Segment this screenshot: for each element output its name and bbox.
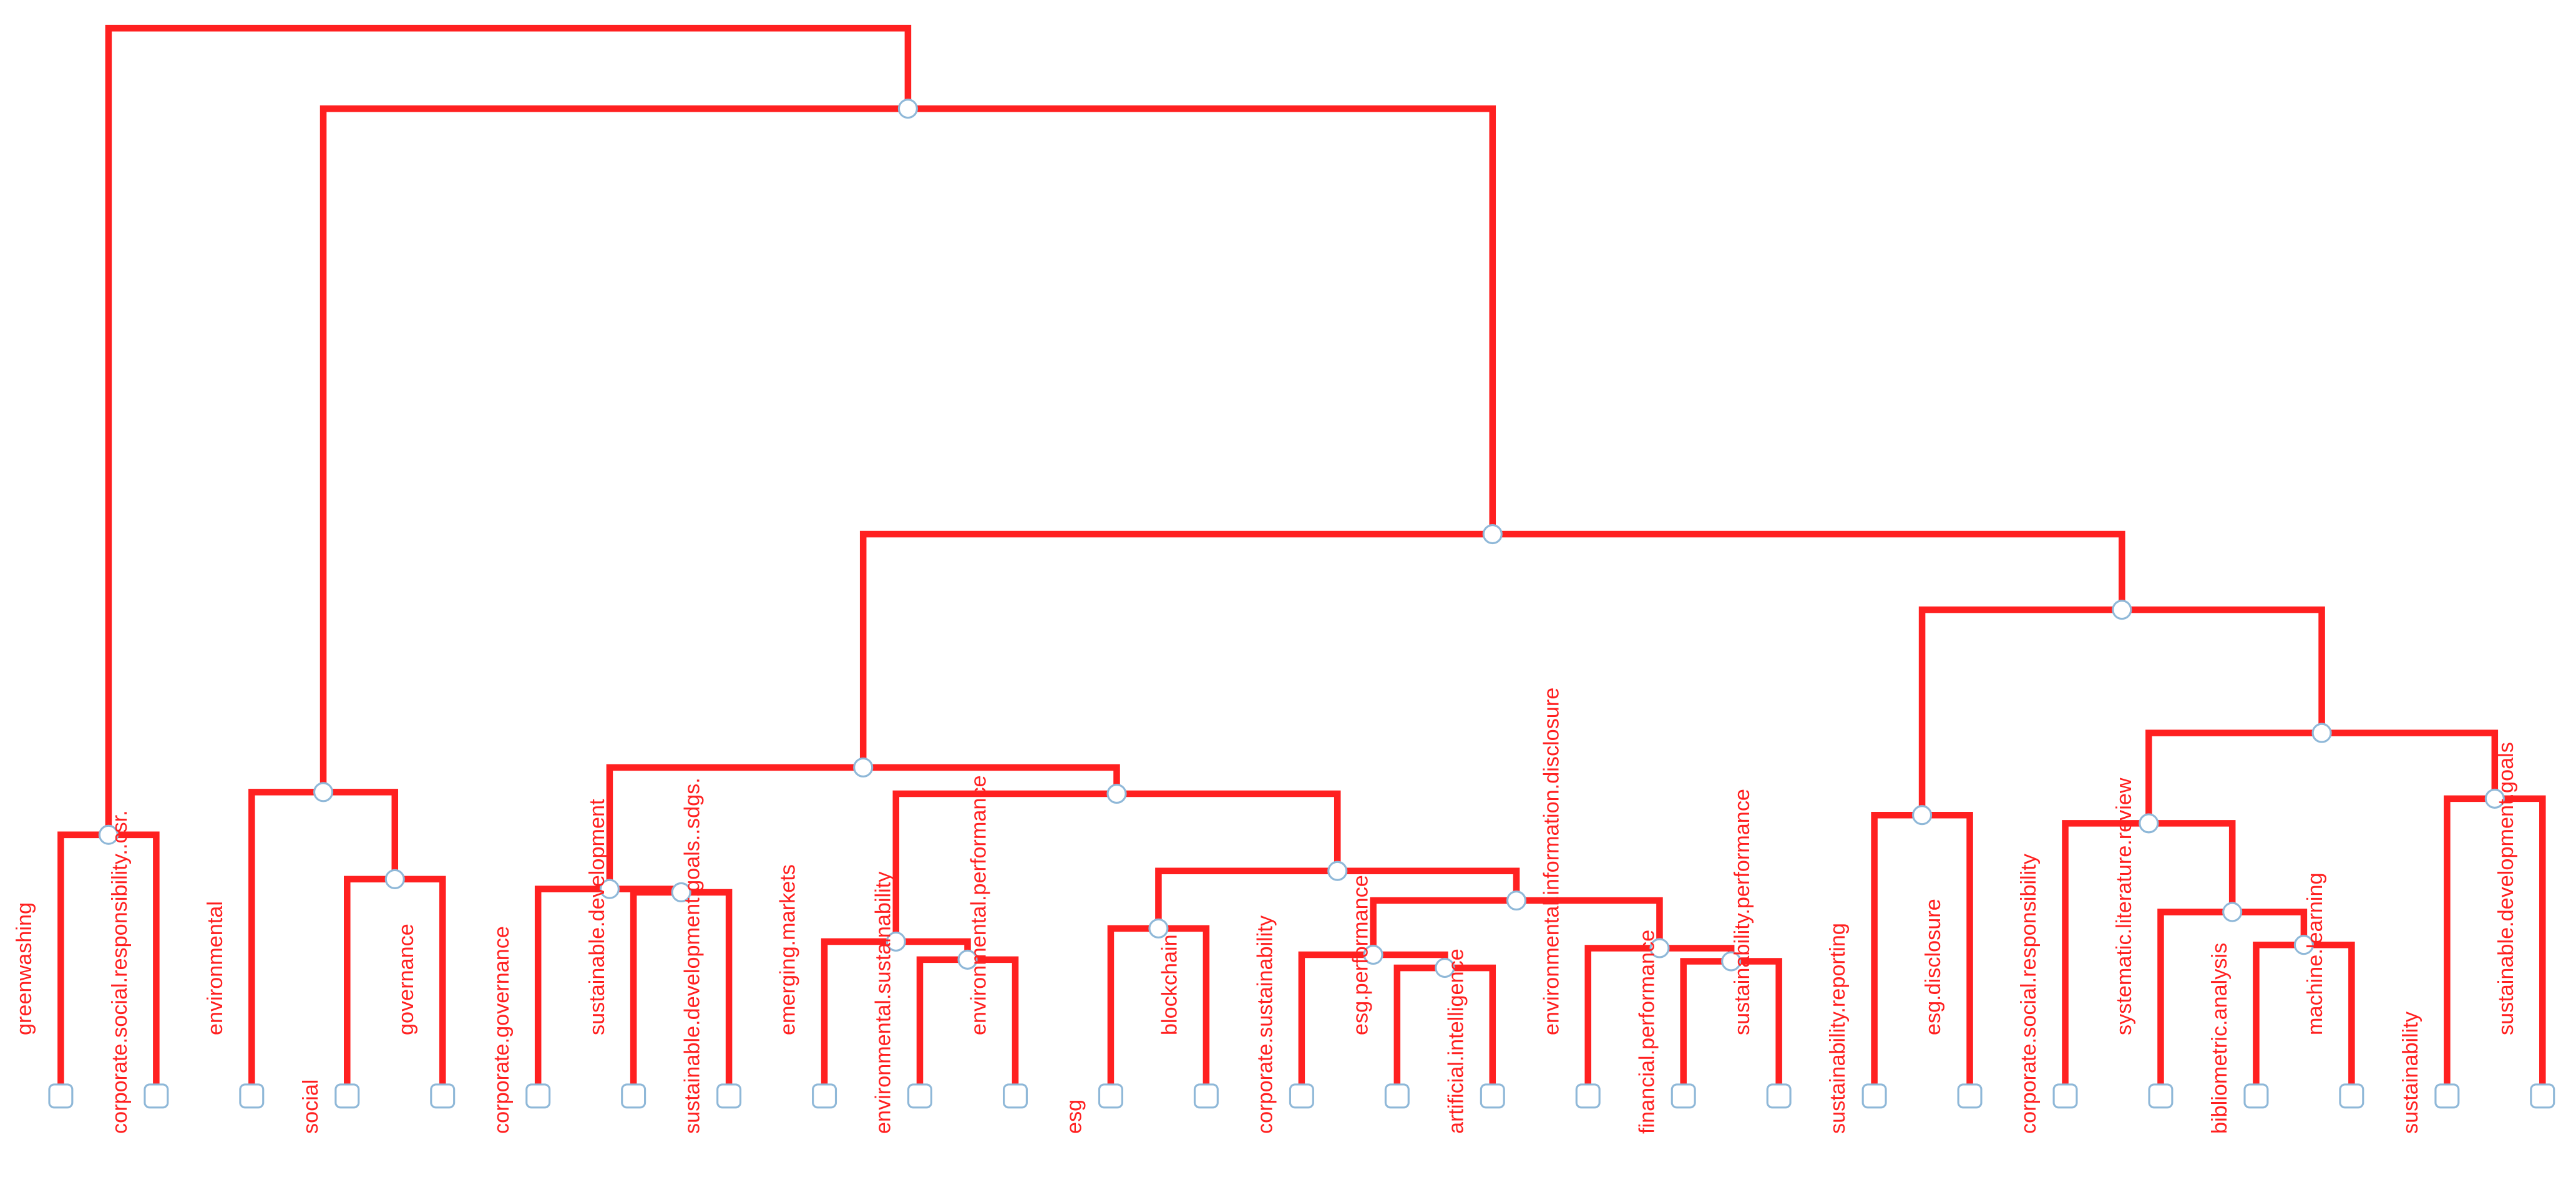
- leaf-label: bibliometric.analysis: [2208, 943, 2232, 1134]
- node: [886, 931, 906, 952]
- leaf: [1861, 1083, 1887, 1109]
- node: [98, 824, 119, 845]
- leaf-label: environmental.sustainability: [872, 871, 895, 1134]
- leaf: [1957, 1083, 1983, 1109]
- leaf: [2243, 1083, 2269, 1109]
- node: [384, 869, 405, 889]
- leaf-label: corporate.social.responsibility: [2017, 853, 2041, 1134]
- leaf-label: systematic.literature.review: [2112, 778, 2136, 1035]
- leaf-label: environmental.information.disclosure: [1539, 688, 1563, 1035]
- leaf-label: esg: [1063, 1100, 1086, 1134]
- leaf: [1671, 1083, 1696, 1109]
- node: [313, 782, 334, 802]
- leaf: [1002, 1083, 1028, 1109]
- node: [1912, 805, 1933, 826]
- leaf: [1289, 1083, 1314, 1109]
- leaf: [334, 1083, 360, 1109]
- node: [1506, 890, 1527, 911]
- leaf: [525, 1083, 551, 1109]
- branch: [2145, 729, 2499, 824]
- branch: [248, 789, 399, 1096]
- branch: [105, 24, 912, 835]
- leaf-label: esg.performance: [1349, 875, 1372, 1035]
- node: [1649, 938, 1670, 958]
- node: [897, 99, 918, 119]
- leaf-label: sustainable.development.goals..sdgs.: [681, 778, 705, 1134]
- node: [671, 882, 691, 903]
- leaf-label: financial.performance: [1635, 930, 1659, 1134]
- leaf: [239, 1083, 265, 1109]
- leaf-label: corporate.social.responsibility..csr.: [108, 810, 132, 1134]
- branch: [534, 885, 685, 1096]
- node: [2139, 813, 2159, 834]
- leaf-label: corporate.sustainability: [1253, 915, 1277, 1134]
- leaf: [2339, 1083, 2364, 1109]
- branch: [1298, 951, 1448, 1096]
- leaf: [907, 1083, 933, 1109]
- leaf: [1766, 1083, 1792, 1109]
- node: [2484, 788, 2505, 809]
- node: [599, 879, 620, 899]
- node: [2311, 723, 2332, 743]
- branch: [859, 530, 2125, 768]
- nodes: [48, 99, 2555, 1109]
- branch: [320, 105, 1496, 792]
- leaf: [716, 1083, 742, 1109]
- labels: greenwashing corporate.social.responsibil…: [12, 688, 2518, 1134]
- leaf: [1575, 1083, 1601, 1109]
- leaf-label: greenwashing: [12, 902, 36, 1035]
- leaf-label: sustainable.development.goals: [2494, 742, 2518, 1035]
- leaf: [1098, 1083, 1123, 1109]
- leaf: [2052, 1083, 2078, 1109]
- node: [2293, 935, 2314, 955]
- leaf-label: emerging.markets: [776, 864, 800, 1035]
- leaf-label: sustainability.reporting: [1826, 923, 1850, 1134]
- leaf-label: artificial.intelligence: [1444, 948, 1468, 1134]
- leaf-label: machine.learning: [2303, 872, 2327, 1035]
- node: [1106, 783, 1127, 804]
- leaf-label: sustainability: [2399, 1011, 2422, 1134]
- node: [957, 949, 978, 970]
- leaf: [2434, 1083, 2460, 1109]
- leaf-label: social: [299, 1079, 323, 1134]
- leaf: [2148, 1083, 2174, 1109]
- node: [1327, 861, 1348, 881]
- node: [853, 757, 874, 778]
- leaf-label: sustainability.performance: [1730, 789, 1754, 1035]
- node: [1435, 958, 1455, 978]
- node: [2112, 600, 2132, 620]
- leaf-label: corporate.governance: [490, 926, 514, 1134]
- leaf-label: environmental.performance: [967, 775, 991, 1035]
- leaf-label: environmental: [203, 901, 227, 1035]
- branch: [821, 938, 971, 1096]
- leaf: [430, 1083, 456, 1109]
- leaf: [621, 1083, 646, 1109]
- leaf: [1193, 1083, 1219, 1109]
- leaf-label: governance: [394, 924, 418, 1035]
- branch: [1584, 945, 1735, 1096]
- leaf: [1480, 1083, 1505, 1109]
- leaf: [812, 1083, 837, 1109]
- node: [1482, 524, 1503, 545]
- leaf-label: blockchain: [1158, 934, 1182, 1035]
- node: [2222, 902, 2243, 922]
- leaf: [48, 1083, 74, 1109]
- leaf-label: esg.disclosure: [1921, 899, 1945, 1035]
- leaf: [144, 1083, 169, 1109]
- node: [1721, 951, 1742, 972]
- node: [1148, 918, 1169, 939]
- leaf-label: sustainable.development: [585, 799, 609, 1035]
- leaf: [2530, 1083, 2555, 1109]
- leaf: [1384, 1083, 1410, 1109]
- links: [57, 24, 2546, 1096]
- branch: [2157, 909, 2308, 1096]
- node: [1363, 944, 1383, 965]
